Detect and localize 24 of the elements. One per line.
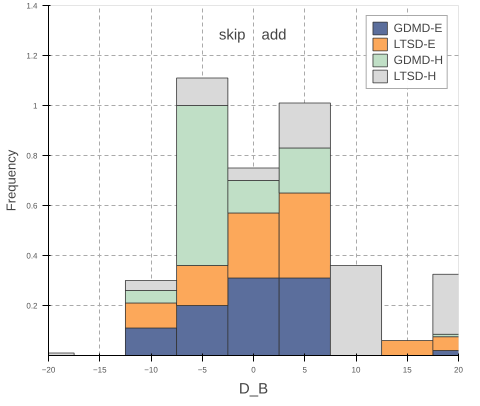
y-tick-label: 1	[33, 102, 38, 110]
y-tick-label: 0.8	[26, 152, 38, 160]
y-tick-label: 1.2	[26, 52, 38, 60]
x-tick-label: 0	[251, 366, 256, 374]
x-tick-label: −15	[92, 366, 108, 374]
x-tick-label: 10	[352, 366, 361, 374]
annotation: skip	[218, 26, 246, 44]
y-tick-label: 1.4	[26, 2, 38, 10]
x-tick-label: −20	[42, 366, 56, 374]
legend-label: GDMD-H	[394, 53, 443, 67]
x-axis-title: D_B	[238, 380, 268, 398]
legend-label: LTSD-H	[394, 69, 436, 83]
x-tick-label: −10	[144, 366, 158, 374]
x-tick-label: 20	[454, 366, 464, 374]
x-tick-label: −5	[198, 366, 208, 374]
y-tick-label: 0.4	[26, 252, 38, 260]
legend-label: LTSD-E	[394, 37, 436, 51]
legend-label: GDMD-E	[394, 21, 442, 35]
x-tick-label: 5	[302, 366, 308, 374]
y-tick-label: 0.2	[26, 302, 38, 310]
y-axis-title: Frequency	[3, 149, 18, 212]
y-tick-label: 0.6	[26, 202, 38, 210]
annotation: add	[262, 26, 287, 44]
x-tick-label: 15	[402, 366, 412, 374]
